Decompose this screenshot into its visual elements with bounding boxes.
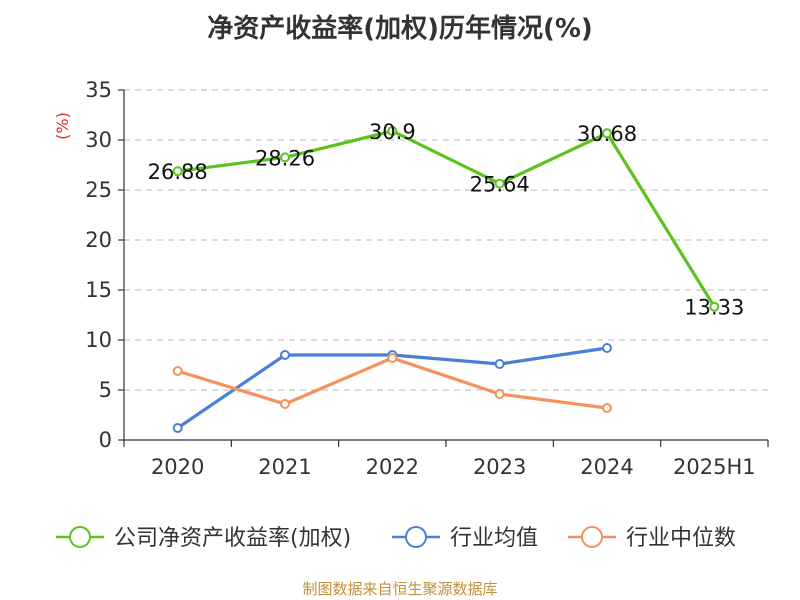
legend-marker: [405, 526, 427, 548]
y-tick-label: 30: [85, 128, 112, 152]
series-line-0: [177, 129, 716, 308]
y-tick-label: 15: [85, 278, 112, 302]
y-tick-label: 35: [85, 78, 112, 102]
data-point: [172, 423, 183, 433]
data-label: 30.9: [369, 120, 416, 144]
data-label: 13.33: [684, 296, 744, 320]
series-layer: [172, 126, 720, 433]
y-axis-unit-label: (%): [53, 112, 72, 140]
data-label-layer: 26.88 28.26 30.9 25.64 30.68 13.33: [148, 120, 745, 320]
data-point: [280, 399, 290, 409]
x-tick-label: 2025H1: [673, 455, 756, 479]
legend-label: 公司净资产收益率(加权): [114, 526, 351, 551]
data-label: 30.68: [577, 122, 637, 146]
y-tick-label: 0: [99, 428, 112, 452]
grid-layer: [124, 89, 768, 391]
y-tick-label: 25: [85, 178, 112, 202]
data-point: [280, 350, 290, 360]
data-point: [494, 178, 505, 189]
data-label: 28.26: [255, 146, 315, 170]
legend: 公司净资产收益率(加权) 行业均值 行业中位数: [56, 526, 736, 551]
data-point: [280, 152, 290, 163]
x-tick-label: 2024: [580, 455, 633, 479]
data-point: [602, 343, 612, 353]
data-label: 25.64: [470, 173, 530, 197]
legend-marker: [581, 526, 603, 548]
x-tick-label: 2022: [366, 455, 419, 479]
data-point: [602, 128, 612, 139]
data-point: [387, 353, 398, 363]
legend-marker: [69, 526, 91, 548]
data-point: [172, 366, 183, 376]
data-label: 26.88: [148, 160, 208, 184]
data-point: [602, 403, 612, 413]
source-note: 制图数据来自恒生聚源数据库: [302, 580, 498, 598]
data-point: [494, 359, 505, 369]
data-point: [709, 301, 720, 312]
data-point: [172, 166, 183, 177]
y-tick-label: 10: [85, 328, 112, 352]
chart-title: 净资产收益率(加权)历年情况(%): [207, 14, 593, 44]
y-tick-label: 20: [85, 228, 112, 252]
axis-layer: 0 5 10 15 20 25 30 35 (%) 2020 2021 2022 2023 2024 202…: [53, 78, 769, 479]
x-tick-label: 2021: [258, 455, 311, 479]
legend-label: 行业均值: [450, 526, 538, 551]
legend-label: 行业中位数: [626, 526, 736, 551]
y-tick-label: 5: [99, 378, 112, 402]
x-tick-label: 2020: [151, 455, 204, 479]
x-tick-label: 2023: [473, 455, 526, 479]
data-point: [494, 389, 505, 399]
data-point: [387, 126, 398, 136]
